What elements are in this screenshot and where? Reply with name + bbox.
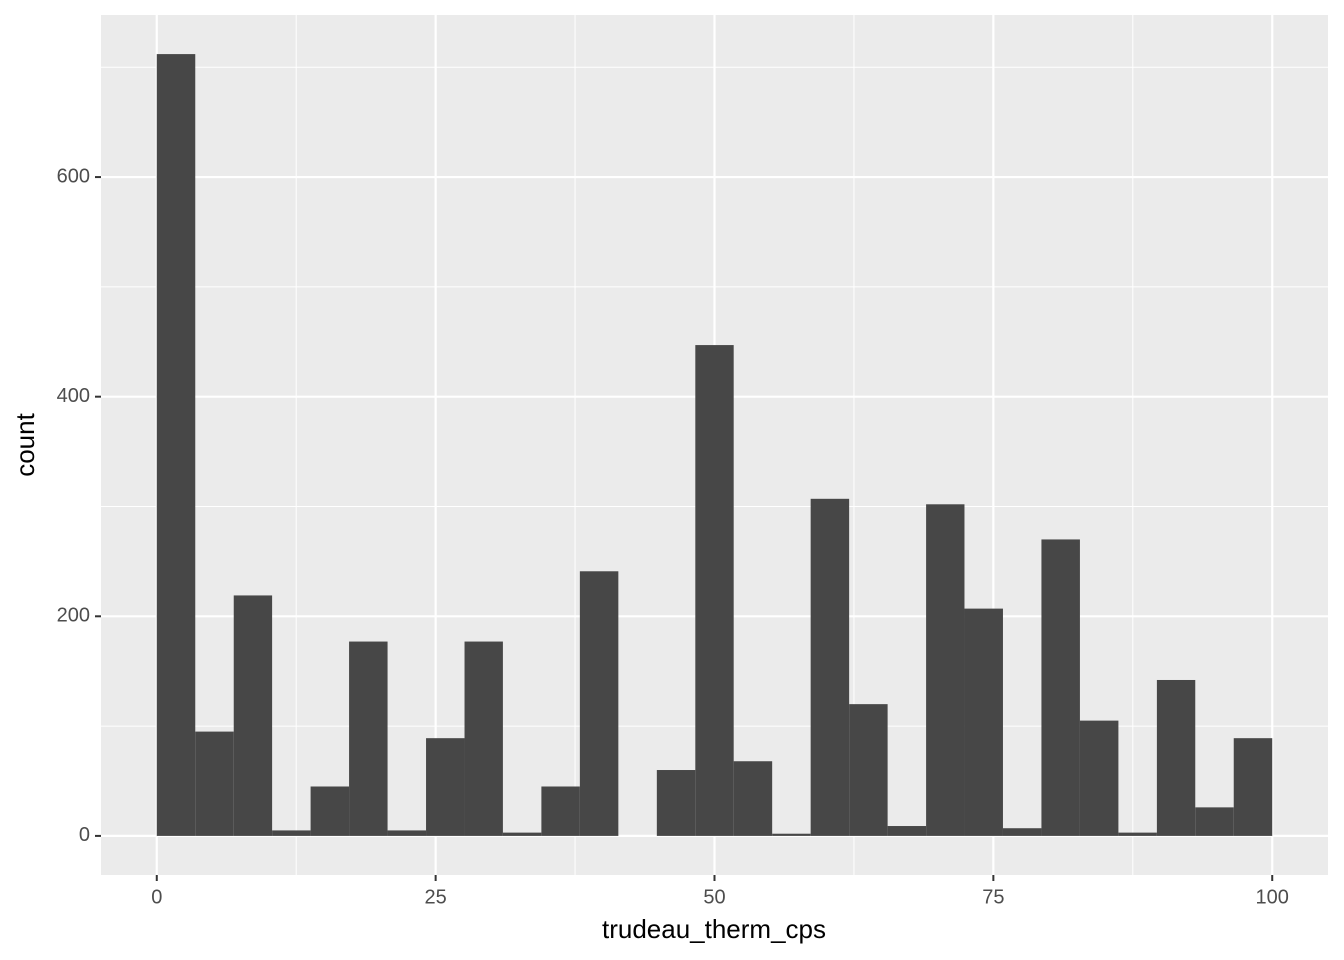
bar	[887, 826, 927, 836]
bar	[387, 830, 427, 836]
bar	[849, 704, 888, 836]
x-axis-title: trudeau_therm_cps	[602, 914, 826, 944]
x-tick-label: 50	[703, 886, 725, 908]
bar	[156, 54, 196, 836]
bar	[1195, 807, 1234, 836]
y-axis-title: count	[10, 412, 40, 476]
x-tick-label: 100	[1256, 886, 1289, 908]
x-tick-label: 0	[151, 886, 162, 908]
bar	[733, 761, 773, 836]
bar	[502, 832, 542, 836]
bar	[964, 608, 1003, 836]
bar	[1079, 720, 1119, 836]
y-tick-label: 200	[57, 605, 90, 627]
bar	[1156, 679, 1196, 836]
bar	[310, 786, 350, 836]
bar	[1233, 738, 1273, 836]
bar	[1002, 828, 1042, 836]
bar	[810, 498, 850, 836]
bar	[233, 595, 273, 836]
y-tick-label: 400	[57, 385, 90, 407]
y-tick-label: 600	[57, 165, 90, 187]
bar	[926, 504, 965, 836]
bar	[272, 830, 311, 836]
bar	[349, 641, 388, 836]
x-tick-label: 75	[982, 886, 1004, 908]
bar	[656, 770, 696, 836]
bar	[195, 731, 234, 836]
y-tick-label: 0	[79, 824, 90, 846]
bar	[1041, 539, 1080, 836]
x-tick-label: 25	[425, 886, 447, 908]
bar	[464, 641, 503, 836]
bar	[1118, 832, 1157, 836]
bar	[541, 786, 580, 836]
bar	[772, 833, 811, 836]
bar	[426, 738, 465, 836]
bar	[579, 571, 619, 836]
bar	[695, 345, 734, 836]
